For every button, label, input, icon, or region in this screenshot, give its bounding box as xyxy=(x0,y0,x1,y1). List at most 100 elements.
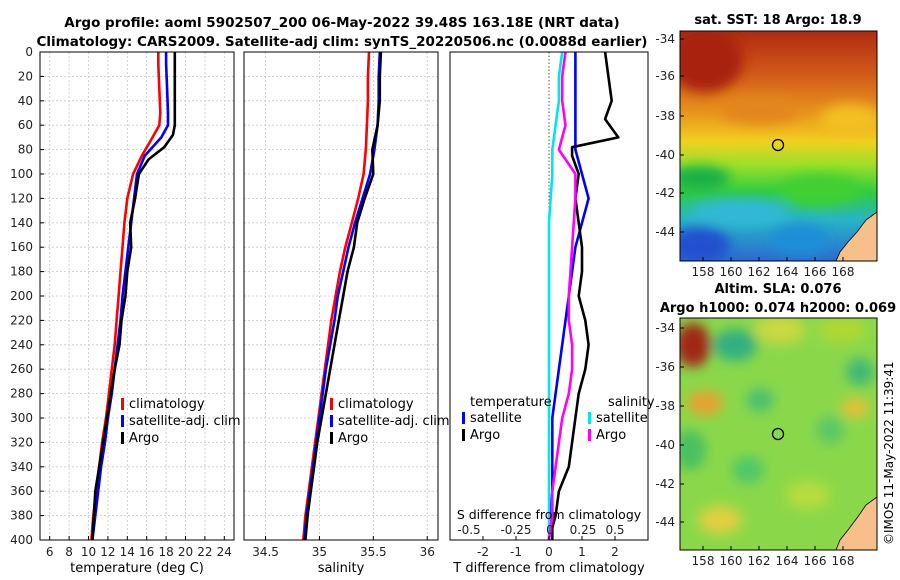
map-tick-label-x: 168 xyxy=(832,554,855,568)
legend-label: Argo xyxy=(470,428,500,443)
difference-panel: -2 -1 0 1 2 T difference from climatology temp… xyxy=(449,51,655,576)
temperature-panel: 6 8 10 12 14 16 18 20 22 24 temperature (deg C) 0 20… xyxy=(10,45,241,576)
legend-label: satellite-adj. clim xyxy=(129,414,241,429)
legend-swatch xyxy=(330,432,333,444)
map-tick-label-y: -34 xyxy=(655,32,675,46)
tick-label-x: 2 xyxy=(611,545,619,559)
series-line-argo xyxy=(91,52,177,540)
sla-field xyxy=(680,318,877,550)
tick-label-x: 10 xyxy=(81,545,96,559)
series-group xyxy=(90,52,177,540)
legend-swatch xyxy=(330,398,333,410)
tick-label-y: 180 xyxy=(10,265,33,279)
legend-swatch xyxy=(462,429,465,441)
tick-label-y: 60 xyxy=(18,118,33,132)
tick-label-x: 6 xyxy=(46,545,54,559)
tick-label-y: 360 xyxy=(10,484,33,498)
map-tick-label-x: 158 xyxy=(692,554,715,568)
tick-label-x: 0 xyxy=(545,545,553,559)
tick-label-y: 260 xyxy=(10,362,33,376)
tick-label-x: 34.5 xyxy=(252,545,279,559)
tick-label-x: 8 xyxy=(65,545,73,559)
legend-label: climatology xyxy=(129,397,205,412)
map-tick-label-y: -38 xyxy=(655,109,675,123)
sst-map-ticks: 158 160 162 164 166 168 -34 -36 -38 -40 -42 -44 xyxy=(655,32,854,279)
sst-map-frame xyxy=(679,30,878,262)
tick-label-y: 160 xyxy=(10,240,33,254)
tick-label-x: 1 xyxy=(578,545,586,559)
x2-axis-label: S difference from climatology xyxy=(457,507,642,522)
map-tick-label-y: -44 xyxy=(655,225,675,239)
tick-label-x: 14 xyxy=(120,545,135,559)
tick-label-y: 120 xyxy=(10,191,33,205)
legend-heading-salinity: salinity xyxy=(608,395,655,410)
tick-label-x2: 0.5 xyxy=(605,523,624,537)
series-line-salinity-argo xyxy=(547,52,577,540)
series-line-temperature-argo xyxy=(550,52,620,540)
series-group xyxy=(302,52,383,540)
tick-label-y: 380 xyxy=(10,509,33,523)
sla-map-title: Altim. SLA: 0.076 xyxy=(715,282,842,297)
tick-label-y: 320 xyxy=(10,435,33,449)
tick-label-x2: -0.5 xyxy=(457,523,480,537)
tick-label-x: 22 xyxy=(197,545,212,559)
tick-label-x: 20 xyxy=(178,545,193,559)
tick-label-x: 16 xyxy=(139,545,154,559)
map-tick-label-x: 162 xyxy=(748,265,771,279)
tick-label-x: 35.5 xyxy=(360,545,387,559)
sla-argo-marker xyxy=(771,427,785,441)
legend-label: Argo xyxy=(129,431,159,446)
tick-label-x2: 0.25 xyxy=(570,523,597,537)
map-tick-label-y: -40 xyxy=(655,148,675,162)
map-tick-label-x: 160 xyxy=(720,265,743,279)
imos-credit: ©IMOS 11-May-2022 11:39:41 xyxy=(882,361,896,545)
tick-label-y: 40 xyxy=(18,94,33,108)
tick-label-x: -1 xyxy=(510,545,522,559)
sst-map-title: sat. SST: 18 Argo: 18.9 xyxy=(694,13,861,28)
legend-label: climatology xyxy=(338,397,414,412)
sst-field xyxy=(680,31,877,261)
legend-swatch xyxy=(121,398,124,410)
legend-swatch xyxy=(588,412,591,424)
map-tick-label-x: 168 xyxy=(832,265,855,279)
x-axis-label: temperature (deg C) xyxy=(70,561,204,576)
tick-label-y: 200 xyxy=(10,289,33,303)
tick-label-y: 100 xyxy=(10,167,33,181)
sst-argo-marker xyxy=(771,138,785,152)
tick-label-x: 36 xyxy=(420,545,435,559)
tick-label-y: 400 xyxy=(10,533,33,547)
tick-label-x: -2 xyxy=(477,545,489,559)
legend-label: Argo xyxy=(338,431,368,446)
series-line-satellite-adj-clim xyxy=(91,52,170,540)
legend-label: Argo xyxy=(596,428,626,443)
map-tick-label-y: -38 xyxy=(655,399,675,413)
sla-map-frame xyxy=(679,317,878,551)
map-tick-label-x: 162 xyxy=(748,554,771,568)
sla-map-ticks: 158 160 162 164 166 168 -34 -36 -38 -40 -42 -44 xyxy=(655,321,854,568)
tick-label-y: 280 xyxy=(10,387,33,401)
series-group xyxy=(547,52,620,540)
tick-label-y: 0 xyxy=(25,45,33,59)
tick-label-y: 340 xyxy=(10,460,33,474)
map-tick-label-y: -34 xyxy=(655,321,675,335)
x-axis-label: salinity xyxy=(318,561,365,576)
tick-label-x: 12 xyxy=(100,545,115,559)
series-line-salinity-satellite xyxy=(547,52,564,540)
tick-label-y: 240 xyxy=(10,338,33,352)
legend-label: satellite xyxy=(596,411,648,426)
sst-map: sat. SST: 18 Argo: 18.9 158 160 162 164 166 1… xyxy=(655,13,878,279)
map-tick-label-y: -42 xyxy=(655,477,675,491)
legend-swatch xyxy=(588,429,591,441)
map-tick-label-x: 158 xyxy=(692,265,715,279)
legend-swatch xyxy=(462,412,465,424)
tick-label-x: 35 xyxy=(312,545,327,559)
figure-title-line2: Climatology: CARS2009. Satellite-adj cli… xyxy=(37,34,648,50)
plot-frame xyxy=(243,51,439,541)
map-tick-label-x: 164 xyxy=(776,265,799,279)
tick-label-y: 20 xyxy=(18,69,33,83)
salinity-panel: 34.5 35 35.5 36 salinity climatology satellite… xyxy=(243,51,450,576)
legend-swatch xyxy=(121,432,124,444)
map-tick-label-y: -36 xyxy=(655,360,675,374)
tick-label-x: 18 xyxy=(158,545,173,559)
